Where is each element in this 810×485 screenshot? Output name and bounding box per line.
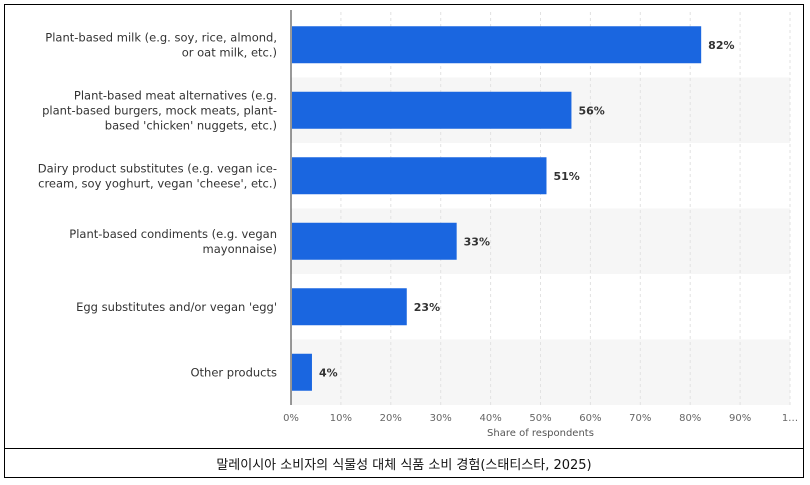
- category-label: Plant-based meat alternatives (e.g.: [74, 88, 277, 102]
- category-label: mayonnaise): [203, 242, 277, 256]
- x-tick-label: 20%: [380, 413, 402, 424]
- figure-caption: 말레이시아 소비자의 식물성 대체 식품 소비 경험(스태티스타, 2025): [4, 448, 804, 478]
- bar: [292, 222, 457, 260]
- category-label: Plant-based condiments (e.g. vegan: [69, 227, 277, 241]
- category-label: Other products: [190, 365, 277, 379]
- category-label: Dairy product substitutes (e.g. vegan ic…: [38, 161, 277, 175]
- x-axis-title: Share of respondents: [487, 428, 594, 439]
- x-tick-label: 40%: [479, 413, 501, 424]
- value-label: 33%: [464, 235, 490, 248]
- x-tick-label: 30%: [430, 413, 452, 424]
- caption-text: 말레이시아 소비자의 식물성 대체 식품 소비 경험(스태티스타, 2025): [216, 458, 592, 473]
- bar: [292, 26, 702, 64]
- x-tick-label: 90%: [729, 413, 751, 424]
- category-label: Plant-based milk (e.g. soy, rice, almond…: [45, 30, 277, 44]
- value-label: 23%: [414, 301, 440, 314]
- category-label: or oat milk, etc.): [182, 45, 277, 59]
- x-tick-label: 70%: [629, 413, 651, 424]
- category-label: based 'chicken' nuggets, etc.): [105, 118, 277, 132]
- bar: [292, 288, 407, 326]
- x-tick-label: 80%: [679, 413, 701, 424]
- x-tick-label: 1…: [782, 413, 798, 424]
- x-tick-label: 0%: [283, 413, 299, 424]
- x-tick-label: 50%: [529, 413, 551, 424]
- bar: [292, 91, 572, 129]
- x-tick-label: 60%: [579, 413, 601, 424]
- bar: [292, 353, 312, 391]
- bar-chart: 82% Plant-based milk (e.g. soy, rice, alm…: [38, 10, 798, 439]
- x-tick-label: 10%: [330, 413, 352, 424]
- category-label: plant-based burgers, mock meats, plant-: [42, 103, 277, 117]
- value-label: 82%: [708, 39, 734, 52]
- category-label: Egg substitutes and/or vegan 'egg': [76, 300, 277, 314]
- bar: [292, 157, 547, 195]
- value-label: 4%: [319, 366, 338, 379]
- value-label: 56%: [578, 104, 604, 117]
- category-label: cream, soy yoghurt, vegan 'cheese', etc.…: [38, 176, 277, 190]
- value-label: 51%: [553, 170, 579, 183]
